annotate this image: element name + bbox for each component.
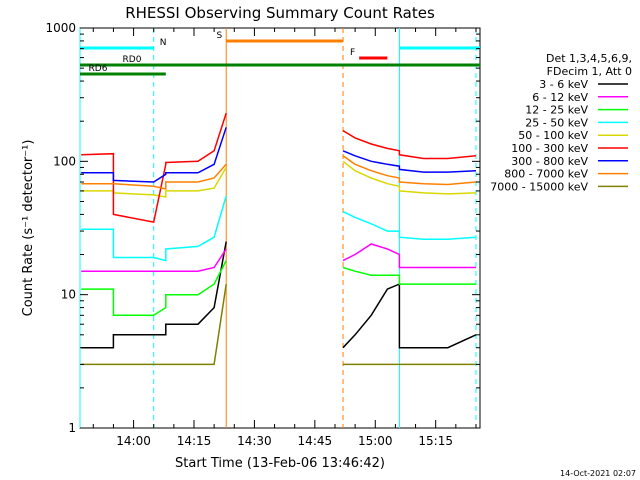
flag-label-rd6: RD6 [89, 64, 108, 74]
chart-title: RHESSI Observing Summary Count Rates [125, 4, 435, 22]
legend-entry-label-2: 12 - 25 keV [525, 104, 588, 117]
series-line-5 [81, 112, 477, 223]
y-tick-label-2: 100 [53, 154, 76, 168]
series-line-1 [81, 243, 476, 272]
legend-entry-label-8: 7000 - 15000 keV [490, 180, 588, 193]
legend: Det 1,3,4,5,6,9,FDecim 1, Att 03 - 6 keV… [490, 52, 632, 193]
vertical-markers [79, 28, 477, 428]
legend-entry-label-0: 3 - 6 keV [539, 78, 588, 91]
y-tick-label-0: 1 [68, 421, 76, 435]
plot-area-frame [79, 27, 481, 429]
series-group [81, 112, 477, 366]
y-tick-label-1: 10 [61, 288, 76, 302]
legend-header-1: FDecim 1, Att 0 [547, 65, 632, 78]
flag-label-rd0: RD0 [123, 55, 142, 65]
x-axis-label: Start Time (13-Feb-06 13:46:42) [175, 456, 385, 471]
series-line-2 [81, 260, 476, 317]
legend-entry-label-6: 300 - 800 keV [511, 155, 588, 168]
x-tick-label-5: 15:15 [418, 434, 453, 448]
legend-header-0: Det 1,3,4,5,6,9, [546, 52, 632, 65]
x-tick-label-0: 14:00 [116, 434, 151, 448]
x-axis: 14:00 14:15 14:30 14:45 15:00 15:15 [92, 28, 477, 448]
series-line-8 [81, 283, 476, 366]
y-axis-label: Count Rate (s⁻¹ detector⁻¹) [21, 140, 36, 317]
legend-entry-label-7: 800 - 7000 keV [504, 168, 588, 181]
y-tick-label-3: 1000 [45, 21, 76, 35]
x-tick-label-1: 14:15 [177, 434, 212, 448]
flag-label-s: S [217, 31, 223, 41]
legend-entry-label-1: 6 - 12 keV [532, 91, 588, 104]
flag-label-f: F [350, 48, 355, 58]
flag-bars: N S F RD0 RD6 [80, 31, 480, 76]
legend-entry-label-4: 50 - 100 keV [518, 129, 588, 142]
x-tick-label-3: 14:45 [298, 434, 333, 448]
footer-timestamp: 14-Oct-2021 02:07 [560, 469, 636, 478]
series-line-3 [81, 195, 477, 262]
series-line-7 [81, 155, 477, 190]
series-line-4 [81, 160, 477, 198]
legend-entry-label-3: 25 - 50 keV [525, 116, 588, 129]
x-tick-label-2: 14:30 [237, 434, 272, 448]
series-line-6 [81, 127, 477, 183]
y-axis: 1 10 100 1000 [45, 21, 480, 435]
legend-entry-label-5: 100 - 300 keV [511, 142, 588, 155]
flag-label-n: N [160, 38, 167, 48]
x-tick-label-4: 15:00 [358, 434, 393, 448]
